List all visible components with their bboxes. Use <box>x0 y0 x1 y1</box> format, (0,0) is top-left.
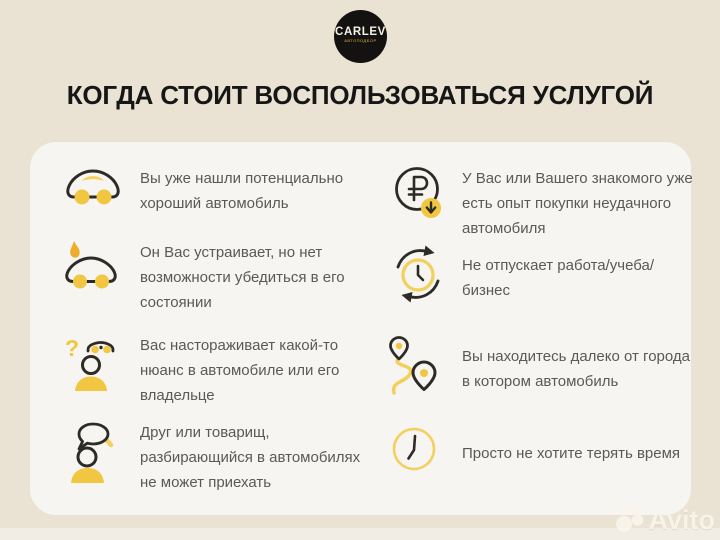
benefits-card: Вы уже нашли потенциально хороший автомо… <box>30 142 693 515</box>
benefit-text-1: Вы уже нашли потенциально хороший автомо… <box>140 170 344 212</box>
ruble-down-icon <box>394 164 444 220</box>
benefit-text-7: Вы находитесь далеко от города в котором… <box>462 348 690 390</box>
benefit-text-3: Вас настораживает какой-то нюанс в автом… <box>140 337 340 404</box>
svg-text:?: ? <box>65 335 79 361</box>
benefit-text-2: Он Вас устраивает, но нет возможности уб… <box>140 244 345 311</box>
clock-icon <box>391 426 437 472</box>
car-fire-icon <box>60 240 120 296</box>
benefit-text-6: Не отпускает работа/учеба/ бизнес <box>462 257 655 299</box>
clock-refresh-icon <box>389 245 447 303</box>
bottom-light-strip <box>0 528 720 540</box>
car-icon <box>64 164 122 208</box>
carlev-logo: CARLEV АВТОПОДБОР <box>334 10 387 63</box>
route-pins-icon <box>385 336 441 398</box>
logo-brand-text: CARLEV <box>335 26 386 38</box>
logo-subtitle-text: АВТОПОДБОР <box>344 38 377 43</box>
person-chat-icon <box>66 422 116 484</box>
avito-watermark-text: Avito <box>648 505 716 535</box>
benefit-text-4: Друг или товарищ, разбирающийся в автомо… <box>140 424 361 491</box>
benefit-text-5: У Вас или Вашего знакомого уже есть опыт… <box>462 170 693 237</box>
avito-watermark: Avito <box>614 502 716 539</box>
benefit-text-8: Просто не хотите терять время <box>462 445 681 462</box>
avito-logo-icon <box>614 502 646 539</box>
person-question-icon: ? <box>64 334 120 394</box>
page-title: КОГДА СТОИТ ВОСПОЛЬЗОВАТЬСЯ УСЛУГОЙ <box>66 80 654 110</box>
